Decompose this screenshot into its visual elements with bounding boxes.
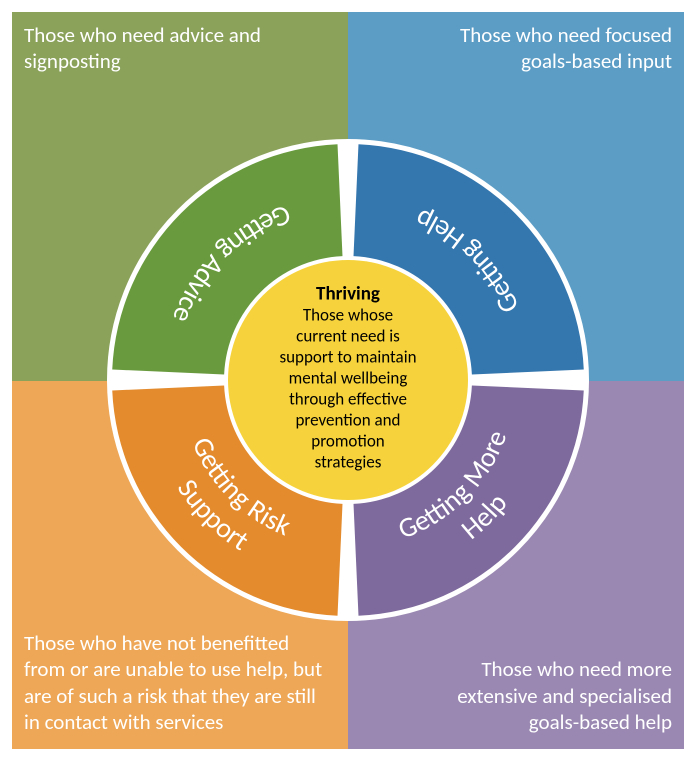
center-body-line: promotion — [311, 431, 384, 452]
infographic-frame: Those who need advice and signposting Th… — [12, 12, 684, 749]
wheel-diagram: Getting Advice Getting Help Getting More… — [12, 12, 684, 749]
center-body-line: mental wellbeing — [289, 368, 408, 389]
center-body-line: strategies — [315, 452, 382, 473]
center-body-line: prevention and — [296, 410, 401, 431]
center-body-line: support to maintain — [279, 347, 416, 368]
center-body-line: current need is — [296, 326, 400, 347]
center-title: Thriving — [316, 283, 380, 306]
center-body-line: Those whose — [303, 305, 393, 326]
center-body-line: through effective — [289, 389, 407, 410]
